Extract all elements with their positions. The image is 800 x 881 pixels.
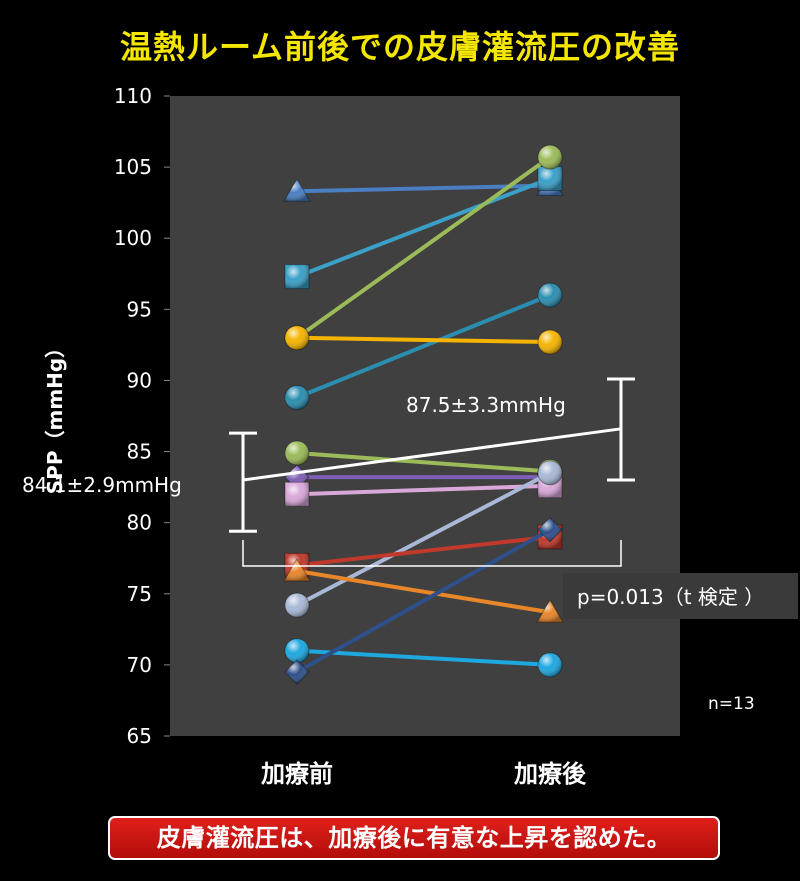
data-point-after-sheen (538, 166, 562, 191)
data-point-after-sheen (538, 652, 562, 677)
data-point-after-sheen (538, 460, 562, 485)
error-bar-before (229, 431, 257, 533)
x-category-label: 加療前 (261, 760, 333, 788)
data-point-before-sheen (285, 440, 309, 465)
y-tick-label: 65 (127, 724, 152, 748)
series-line (296, 534, 551, 568)
y-tick-label: 85 (127, 440, 152, 464)
chart-title: 温熱ルーム前後での皮膚灌流圧の改善 (119, 28, 681, 66)
pvalue-box (563, 573, 798, 619)
series-line (296, 293, 551, 400)
series-line (296, 335, 551, 345)
series-13 (284, 517, 563, 685)
sample-size-label: n=13 (708, 694, 755, 714)
y-axis: 65 70 75 80 85 90 95 100 105 110 SPP（mmHg） 加療前 加療後 (43, 84, 587, 788)
series-line (296, 450, 551, 474)
y-tick-label: 110 (114, 84, 152, 108)
y-tick-label: 95 (127, 297, 152, 321)
data-point-before-sheen (284, 179, 310, 202)
series-line (296, 483, 551, 497)
y-tick-label: 80 (127, 511, 152, 535)
y-tick-label: 70 (127, 653, 152, 677)
data-point-after-sheen (538, 283, 562, 308)
plot-area (170, 96, 680, 736)
data-point-before-sheen (285, 482, 309, 507)
conclusion-banner: 皮膚灌流圧は、加療後に有意な上昇を認めた。 (108, 816, 720, 860)
series-11 (283, 558, 564, 623)
mean-layer (229, 377, 635, 533)
series-line (296, 648, 551, 667)
series-12 (284, 638, 563, 678)
series-line (295, 155, 552, 340)
data-point-before-sheen (285, 385, 309, 410)
series-line (296, 569, 551, 615)
series-5 (284, 325, 563, 355)
y-tick-label: 75 (127, 582, 152, 606)
data-point-before-sheen (285, 264, 309, 289)
data-point-before-sheen (284, 559, 310, 582)
series-9 (284, 460, 563, 618)
data-point-after-sheen (537, 600, 563, 623)
data-point-after-sheen (538, 517, 562, 542)
error-bar-after (607, 377, 635, 482)
data-point-before-sheen (285, 638, 309, 663)
data-point-before-sheen (285, 325, 309, 350)
series-line (296, 528, 551, 674)
series-layer (283, 144, 564, 685)
mean-line (242, 427, 622, 482)
x-category-label: 加療後 (514, 760, 587, 788)
mean-before-label: 84.1±2.9mmHg (22, 473, 182, 497)
series-line (296, 176, 551, 279)
series-4 (284, 282, 563, 411)
data-point-before-sheen (285, 660, 309, 684)
y-axis-title: SPP（mmHg） (43, 338, 67, 494)
pvalue-label: p=0.013（t 検定 ） (577, 585, 764, 609)
data-point-after-sheen (538, 330, 562, 355)
data-point-after-sheen (538, 145, 562, 170)
y-tick-label: 100 (114, 226, 152, 250)
series-2 (284, 165, 563, 290)
y-tick-label: 105 (114, 155, 152, 179)
significance-bracket (242, 540, 622, 567)
mean-after-label: 87.5±3.3mmHg (406, 393, 566, 417)
annotation-layer: 84.1±2.9mmHg 87.5±3.3mmHg p=0.013（t 検定 ） n=… (22, 393, 798, 714)
data-point-before-sheen (285, 593, 309, 618)
y-tick-label: 90 (127, 368, 152, 392)
series-line (296, 471, 551, 607)
